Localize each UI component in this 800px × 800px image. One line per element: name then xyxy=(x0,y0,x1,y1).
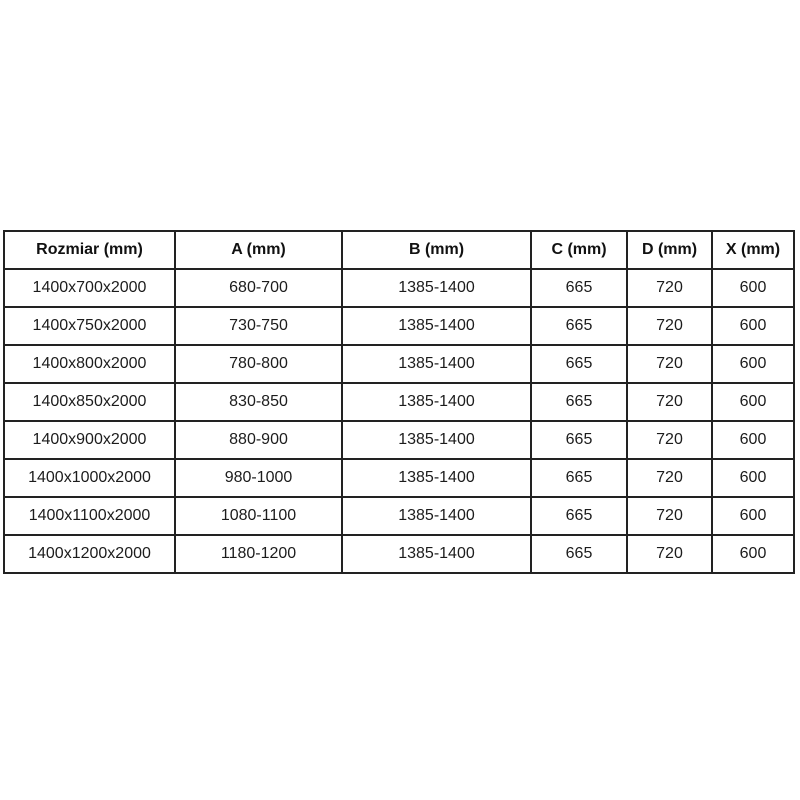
table-cell: 1385-1400 xyxy=(341,534,532,574)
table-cell: 665 xyxy=(530,382,628,422)
table-cell: 720 xyxy=(626,306,713,346)
table-row: 1400x1100x2000 1080-1100 1385-1400 665 7… xyxy=(3,496,795,536)
table-cell: 665 xyxy=(530,268,628,308)
column-header-x: X (mm) xyxy=(711,230,795,270)
table-cell: 665 xyxy=(530,496,628,536)
table-row: 1400x700x2000 680-700 1385-1400 665 720 … xyxy=(3,268,795,308)
table-cell: 680-700 xyxy=(174,268,343,308)
table-cell: 665 xyxy=(530,534,628,574)
table-cell: 1400x900x2000 xyxy=(3,420,176,460)
table-cell: 1400x850x2000 xyxy=(3,382,176,422)
table-cell: 665 xyxy=(530,306,628,346)
table-row: 1400x850x2000 830-850 1385-1400 665 720 … xyxy=(3,382,795,422)
table-cell: 665 xyxy=(530,458,628,498)
table-row: 1400x750x2000 730-750 1385-1400 665 720 … xyxy=(3,306,795,346)
table-cell: 720 xyxy=(626,268,713,308)
table-cell: 600 xyxy=(711,420,795,460)
table-cell: 780-800 xyxy=(174,344,343,384)
table-cell: 600 xyxy=(711,306,795,346)
table-cell: 720 xyxy=(626,420,713,460)
table-cell: 600 xyxy=(711,268,795,308)
table-cell: 720 xyxy=(626,458,713,498)
table-cell: 880-900 xyxy=(174,420,343,460)
table-cell: 1385-1400 xyxy=(341,306,532,346)
table-cell: 720 xyxy=(626,496,713,536)
header-row: Rozmiar (mm) A (mm) B (mm) C (mm) D (mm)… xyxy=(3,230,795,270)
table-cell: 1385-1400 xyxy=(341,344,532,384)
table-cell: 1385-1400 xyxy=(341,420,532,460)
table-cell: 720 xyxy=(626,534,713,574)
table-cell: 1385-1400 xyxy=(341,458,532,498)
table-row: 1400x1200x2000 1180-1200 1385-1400 665 7… xyxy=(3,534,795,574)
table-cell: 600 xyxy=(711,344,795,384)
dimensions-table: Rozmiar (mm) A (mm) B (mm) C (mm) D (mm)… xyxy=(3,230,795,574)
table-cell: 665 xyxy=(530,344,628,384)
table-cell: 600 xyxy=(711,458,795,498)
table-cell: 1385-1400 xyxy=(341,496,532,536)
table-cell: 830-850 xyxy=(174,382,343,422)
table-cell: 720 xyxy=(626,382,713,422)
table-cell: 730-750 xyxy=(174,306,343,346)
table-cell: 1080-1100 xyxy=(174,496,343,536)
table-cell: 1385-1400 xyxy=(341,268,532,308)
table-cell: 1400x800x2000 xyxy=(3,344,176,384)
table-cell: 1400x1100x2000 xyxy=(3,496,176,536)
table-row: 1400x1000x2000 980-1000 1385-1400 665 72… xyxy=(3,458,795,498)
table-cell: 1385-1400 xyxy=(341,382,532,422)
table-cell: 1180-1200 xyxy=(174,534,343,574)
table-cell: 980-1000 xyxy=(174,458,343,498)
table-cell: 600 xyxy=(711,496,795,536)
column-header-c: C (mm) xyxy=(530,230,628,270)
table-cell: 665 xyxy=(530,420,628,460)
table-cell: 720 xyxy=(626,344,713,384)
table-cell: 1400x1000x2000 xyxy=(3,458,176,498)
column-header-d: D (mm) xyxy=(626,230,713,270)
column-header-a: A (mm) xyxy=(174,230,343,270)
table-row: 1400x900x2000 880-900 1385-1400 665 720 … xyxy=(3,420,795,460)
column-header-rozmiar: Rozmiar (mm) xyxy=(3,230,176,270)
table-cell: 1400x750x2000 xyxy=(3,306,176,346)
table-cell: 600 xyxy=(711,534,795,574)
column-header-b: B (mm) xyxy=(341,230,532,270)
table-cell: 1400x700x2000 xyxy=(3,268,176,308)
table-row: 1400x800x2000 780-800 1385-1400 665 720 … xyxy=(3,344,795,384)
table-cell: 600 xyxy=(711,382,795,422)
table-cell: 1400x1200x2000 xyxy=(3,534,176,574)
